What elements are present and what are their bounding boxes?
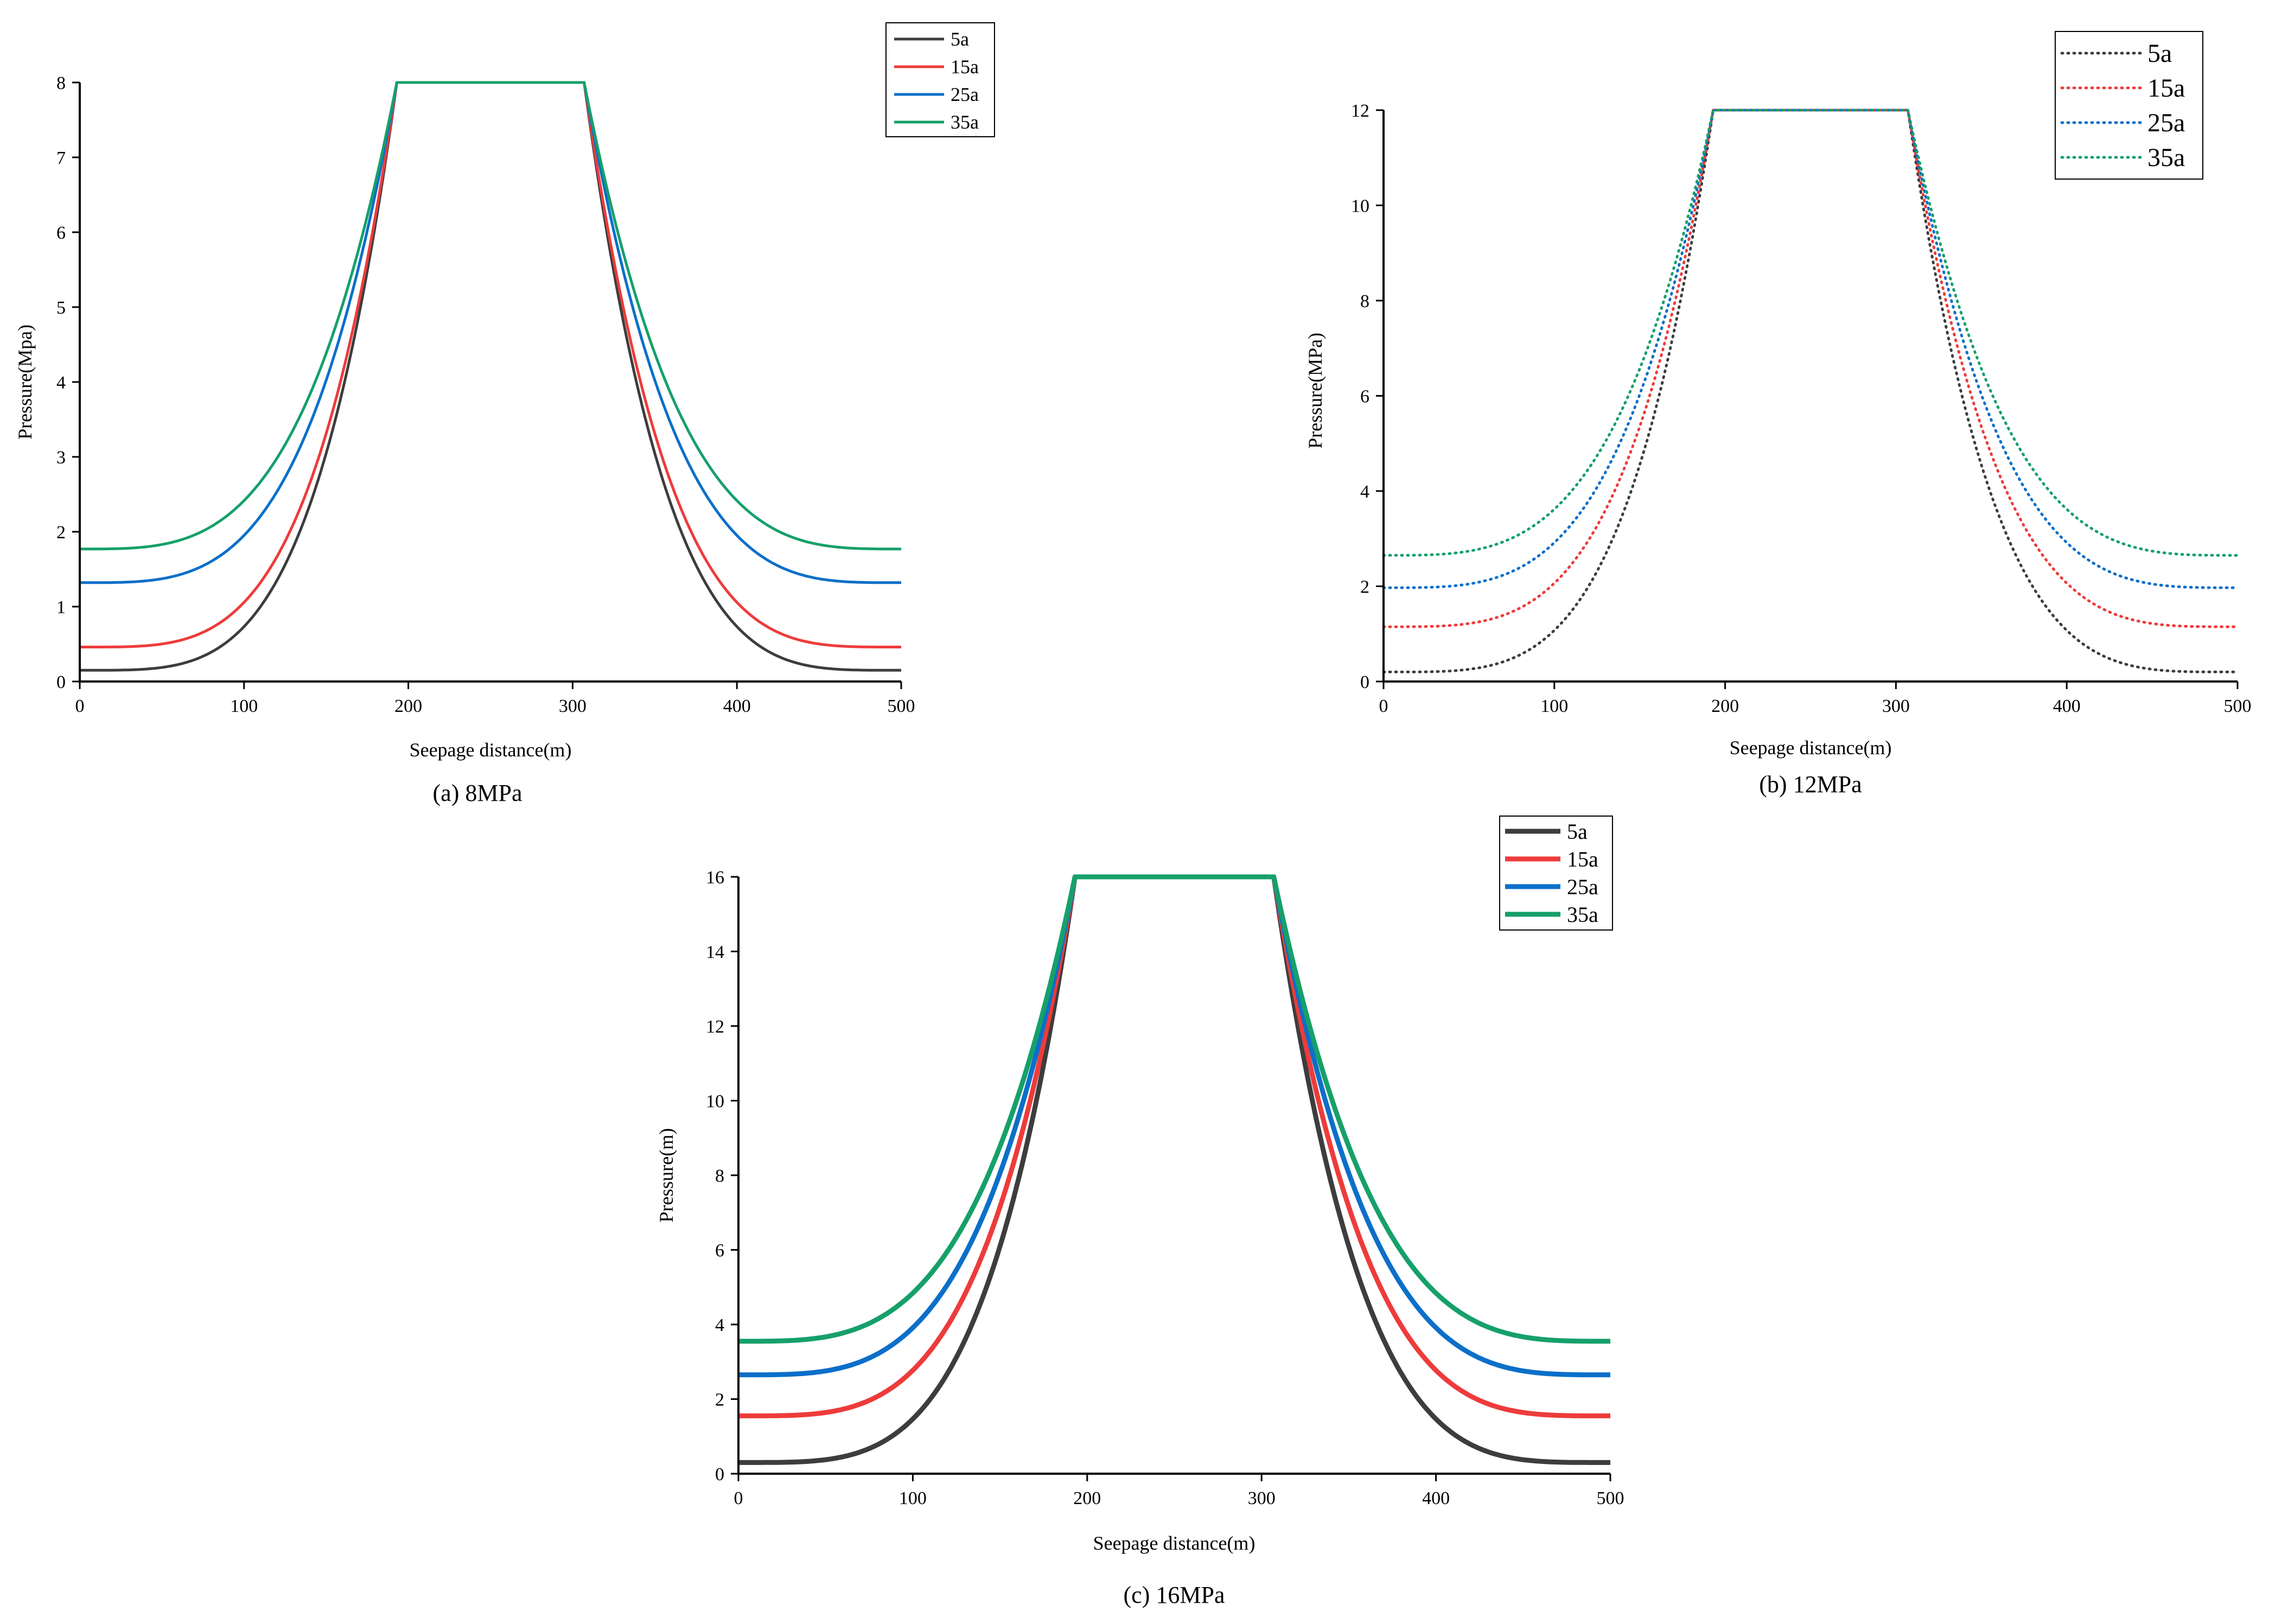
panel-b-series-15a: [1382, 109, 2239, 628]
panel-a-legend: 5a 15a 25a 35a: [885, 22, 995, 137]
panel-a-x-axis-title: Seepage distance(m): [410, 739, 572, 761]
legend-label-25a: 25a: [951, 84, 979, 105]
panel-c-y-tick-label: 2: [715, 1390, 724, 1410]
panel-b-y-tick-label: 12: [1351, 101, 1369, 121]
legend-label-5a: 5a: [1567, 819, 1588, 844]
panel-b-x-axis-title: Seepage distance(m): [1730, 737, 1892, 759]
panel-c-legend: 5a 15a 25a 35a: [1499, 816, 1613, 931]
panel-a-x-tick-label: 400: [723, 696, 751, 716]
panel-c-series-15a: [738, 874, 1610, 1418]
panel-a-y-tick-label: 1: [56, 597, 66, 617]
panel-b-x-tick-label: 500: [2224, 696, 2252, 716]
panel-b-x-tick-label: 0: [1379, 696, 1388, 716]
legend-label-25a: 25a: [2147, 109, 2185, 137]
panel-b-y-tick-label: 4: [1360, 482, 1369, 502]
panel-c-y-tick-label: 6: [715, 1241, 724, 1261]
legend-label-15a: 15a: [2147, 74, 2185, 103]
panel-a-y-tick-label: 8: [56, 73, 66, 93]
panel-c-y-tick-label: 0: [715, 1464, 724, 1485]
panel-b-ticks: 0 100 200 300 400 500 0 2 4 6 8 10 12: [1351, 101, 2252, 716]
panel-b-legend-box: [2055, 31, 2203, 180]
panel-a-y-tick-label: 5: [56, 298, 66, 318]
panel-a-y-tick-label: 4: [56, 373, 66, 393]
legend-label-35a: 35a: [1567, 902, 1598, 927]
panel-a-x-tick-label: 200: [394, 696, 422, 716]
panel-a-y-axis-title: Pressure(Mpa): [14, 324, 36, 440]
panel-c-ticks: 0 100 200 300 400 500 0 2 4 6 8 10 12 14 16: [706, 868, 1624, 1508]
panel-c-legend-box: [1499, 816, 1613, 931]
panel-b-y-tick-label: 8: [1360, 291, 1369, 311]
panel-c-y-tick-label: 4: [715, 1315, 724, 1335]
legend-label-5a: 5a: [2147, 39, 2172, 68]
panel-c: 0 100 200 300 400 500 0 2 4 6 8 10 12 14 16 Seepage di…: [655, 816, 1624, 1608]
panel-c-x-tick-label: 300: [1248, 1488, 1276, 1508]
panel-a-y-tick-label: 3: [56, 448, 66, 468]
panel-c-caption: (c) 16MPa: [1124, 1582, 1225, 1608]
legend-label-5a: 5a: [951, 28, 969, 50]
panel-c-y-axis-title: Pressure(m): [655, 1128, 677, 1222]
panel-c-x-axis-title: Seepage distance(m): [1093, 1532, 1255, 1554]
panel-a-curves: [80, 81, 901, 672]
panel-b-curves: [1382, 109, 2239, 673]
panel-b-x-tick-label: 400: [2053, 696, 2081, 716]
panel-a-y-tick-label: 2: [56, 523, 66, 543]
panel-a-y-tick-label: 0: [56, 672, 66, 692]
panel-c-series-5a: [738, 874, 1610, 1465]
panel-b-series-25a: [1382, 109, 2239, 589]
panel-c-series-25a: [738, 874, 1610, 1378]
panel-b-caption: (b) 12MPa: [1759, 771, 1862, 798]
legend-label-15a: 15a: [1567, 847, 1598, 871]
panel-c-y-tick-label: 8: [715, 1166, 724, 1186]
legend-label-35a: 35a: [951, 111, 979, 133]
panel-c-y-tick-label: 14: [706, 942, 724, 963]
panel-c-x-tick-label: 500: [1597, 1488, 1624, 1508]
panel-b-y-tick-label: 2: [1360, 577, 1369, 597]
panel-c-curves: [738, 874, 1610, 1465]
panel-c-y-tick-label: 12: [706, 1017, 724, 1037]
panel-c-x-tick-label: 100: [899, 1488, 927, 1508]
legend-label-35a: 35a: [2147, 143, 2185, 172]
panel-c-x-tick-label: 200: [1073, 1488, 1101, 1508]
panel-a-legend-box: [885, 22, 995, 137]
panel-c-y-tick-label: 16: [706, 868, 724, 888]
panel-a-ticks: 0 100 200 300 400 500 0 1 2 3 4 5 6 7 8: [56, 73, 915, 716]
panel-b-x-tick-label: 100: [1540, 696, 1568, 716]
panel-c-x-tick-label: 400: [1422, 1488, 1450, 1508]
panel-a-x-tick-label: 100: [230, 696, 258, 716]
panel-b-y-tick-label: 10: [1351, 196, 1369, 216]
panel-b: 0 100 200 300 400 500 0 2 4 6 8 10 12 Seepage distan…: [1304, 31, 2252, 798]
panel-a-series-15a: [80, 81, 901, 648]
panel-a: 0 100 200 300 400 500 0 1 2 3 4 5 6 7 8 Seepage distan…: [14, 22, 995, 806]
panel-b-series-5a: [1382, 109, 2239, 673]
panel-b-y-axis-title: Pressure(MPa): [1304, 333, 1326, 449]
panel-a-caption: (a) 8MPa: [433, 780, 522, 806]
panel-a-y-tick-label: 6: [56, 223, 66, 243]
panel-c-series-35a: [738, 874, 1610, 1344]
panel-a-x-tick-label: 500: [888, 696, 915, 716]
panel-b-legend: 5a 15a 25a 35a: [2055, 31, 2203, 180]
panel-a-series-35a: [80, 81, 901, 551]
panel-c-x-tick-label: 0: [734, 1488, 743, 1508]
panel-a-y-tick-label: 7: [56, 148, 66, 168]
panel-b-x-tick-label: 200: [1711, 696, 1739, 716]
legend-label-15a: 15a: [951, 56, 979, 78]
panel-b-y-tick-label: 6: [1360, 387, 1369, 407]
panel-b-x-tick-label: 300: [1882, 696, 1910, 716]
panel-c-y-tick-label: 10: [706, 1092, 724, 1112]
panel-b-y-tick-label: 0: [1360, 672, 1369, 692]
legend-label-25a: 25a: [1567, 875, 1598, 899]
panel-a-x-tick-label: 300: [559, 696, 587, 716]
panel-a-series-25a: [80, 81, 901, 584]
panel-a-series-5a: [80, 81, 901, 672]
panel-a-x-tick-label: 0: [75, 696, 85, 716]
